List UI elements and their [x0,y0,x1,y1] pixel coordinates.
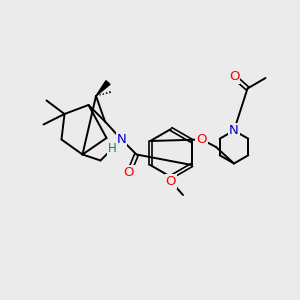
Text: O: O [229,70,239,83]
Polygon shape [96,81,110,96]
Text: N: N [229,124,239,137]
Text: H: H [108,142,117,155]
Text: O: O [166,175,176,188]
Text: O: O [124,166,134,179]
Text: O: O [196,133,207,146]
Text: N: N [117,133,126,146]
